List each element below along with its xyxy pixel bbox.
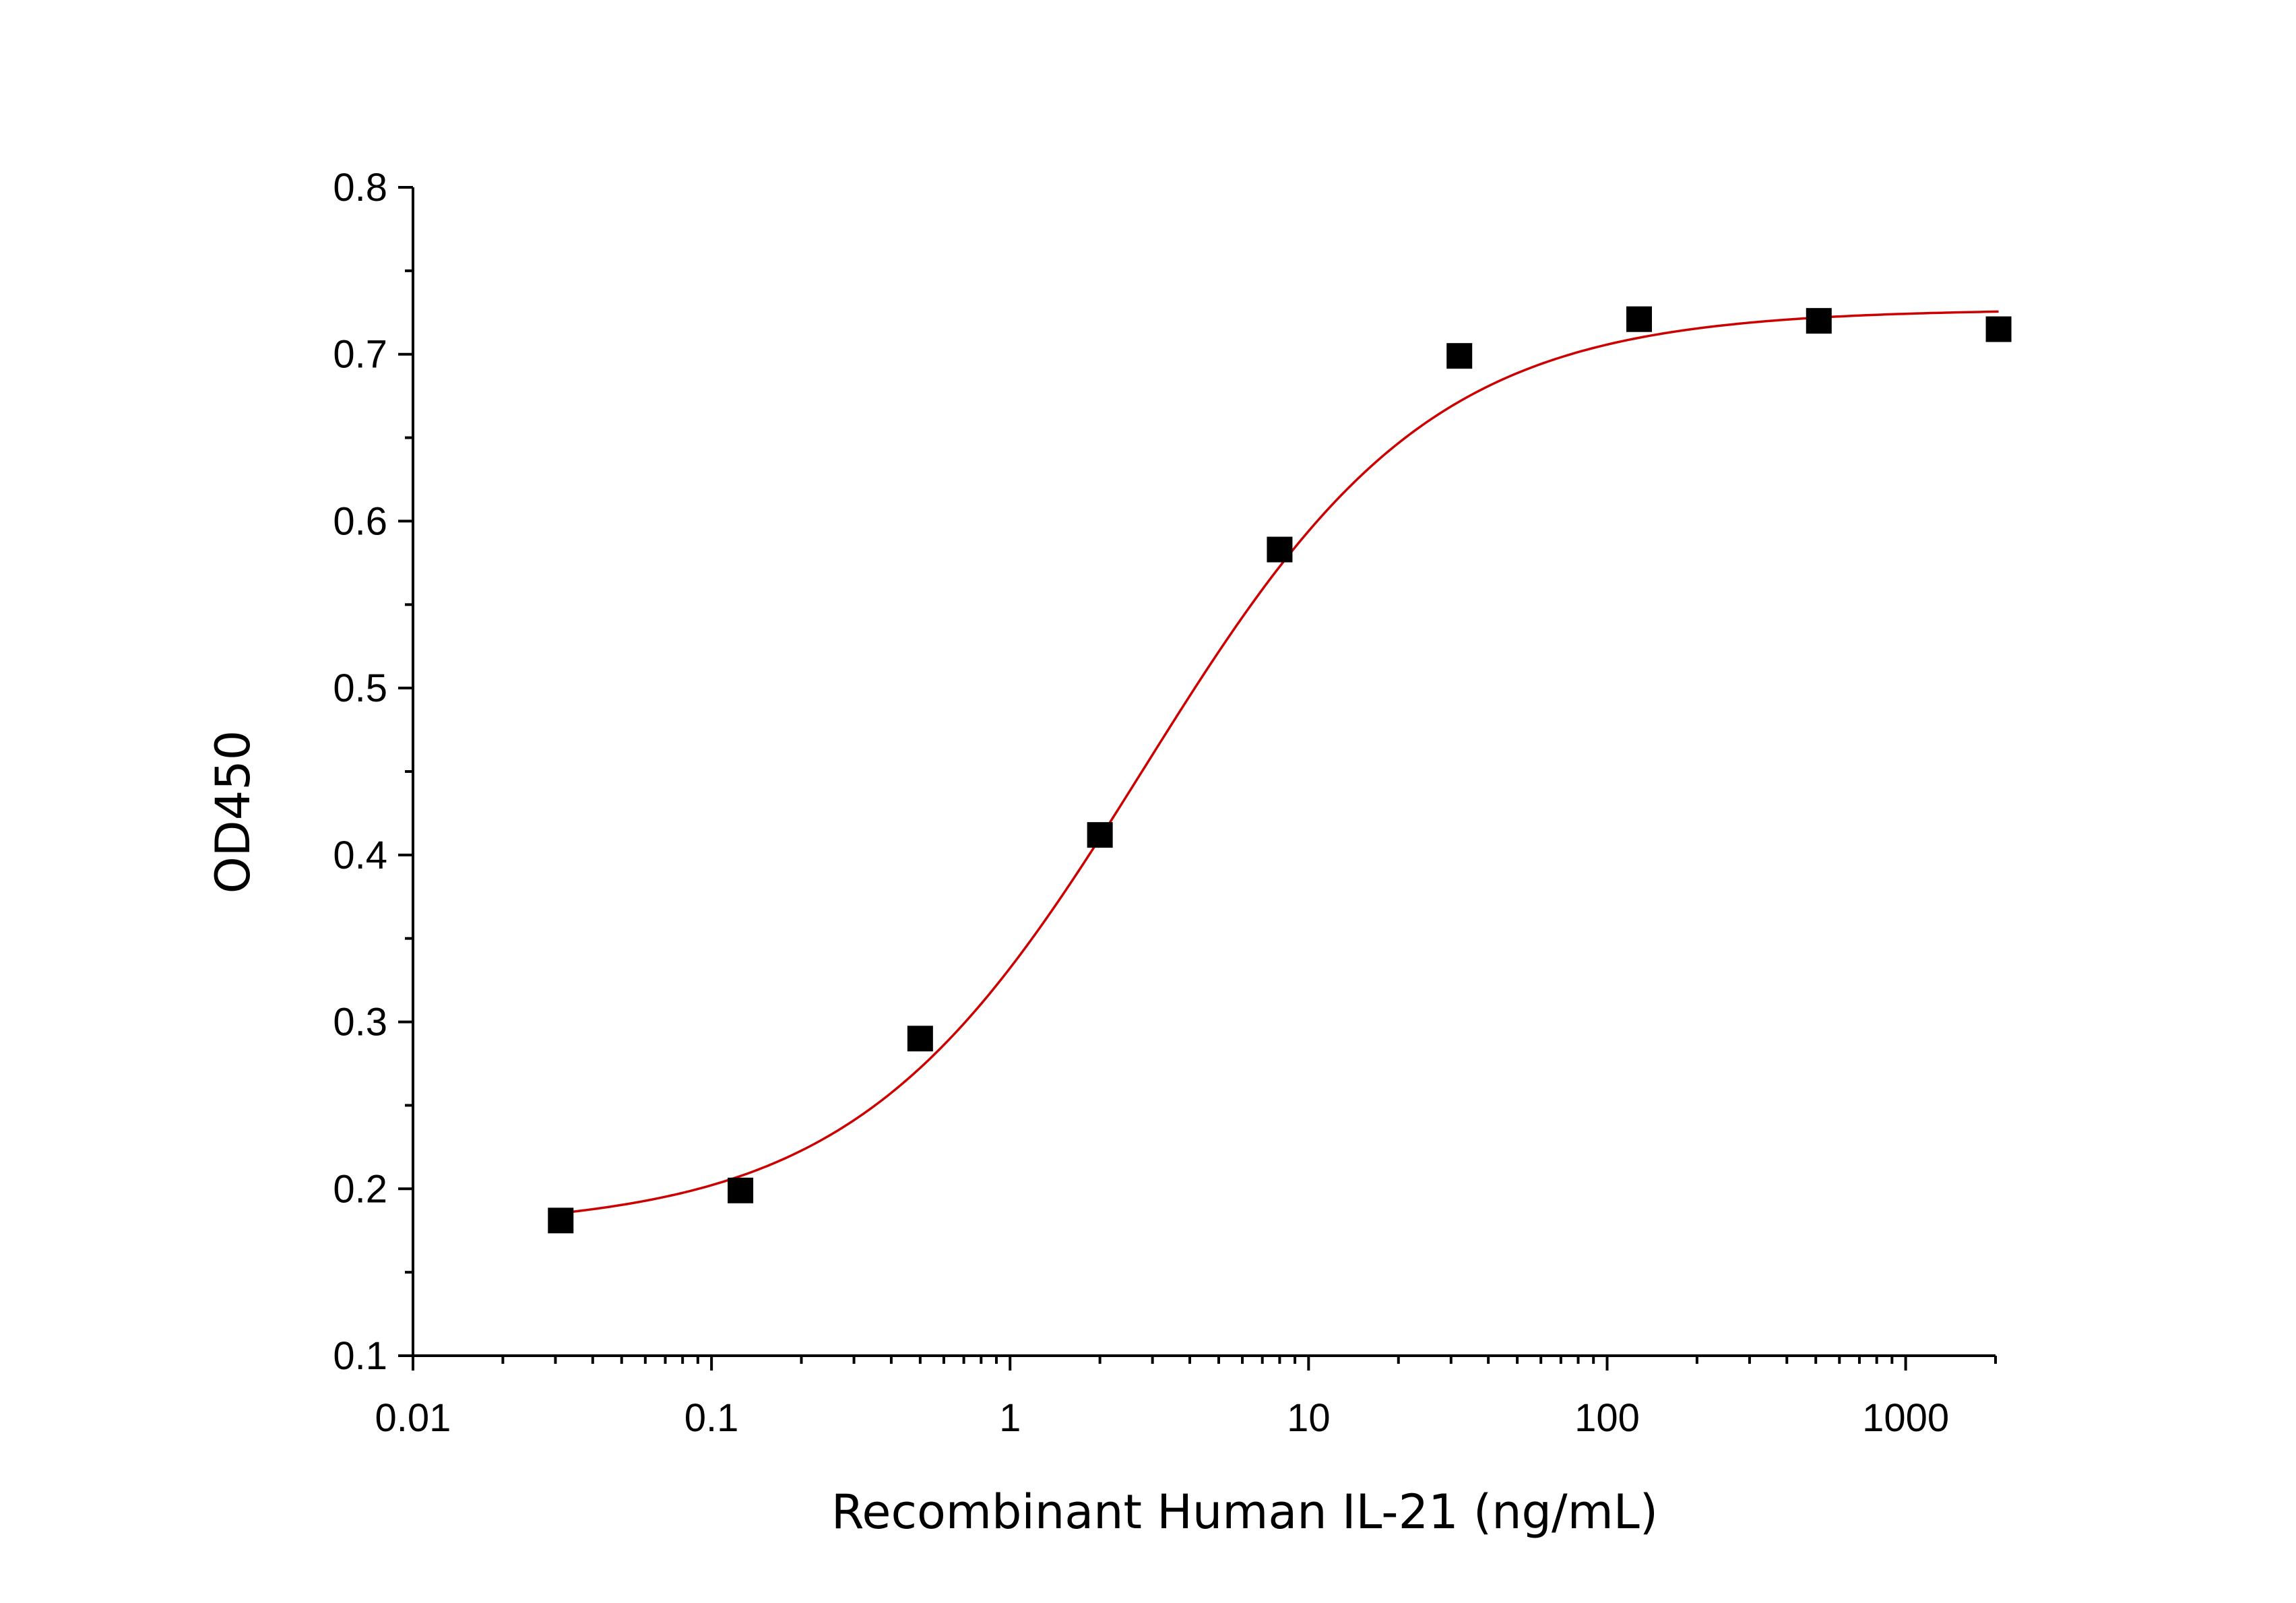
data-point xyxy=(1267,536,1293,563)
data-point xyxy=(907,1026,933,1052)
y-tick-label: 0.6 xyxy=(333,499,387,543)
fit-curve xyxy=(561,310,1999,1215)
data-point xyxy=(1985,316,2012,342)
y-tick-label: 0.2 xyxy=(333,1167,387,1211)
data-point xyxy=(548,1207,574,1234)
data-point xyxy=(1626,306,1652,332)
x-tick-label: 10 xyxy=(1287,1396,1331,1440)
x-tick-label: 1000 xyxy=(1862,1396,1949,1440)
y-tick-label: 0.1 xyxy=(333,1334,387,1378)
x-tick-label: 100 xyxy=(1574,1396,1640,1440)
y-tick-label: 0.5 xyxy=(333,666,387,710)
x-axis-title: Recombinant Human IL-21 (ng/mL) xyxy=(831,1484,1658,1540)
data-point xyxy=(1087,822,1113,848)
y-tick-label: 0.4 xyxy=(333,834,387,877)
y-axis-title: OD450 xyxy=(205,730,261,894)
x-tick-label: 0.01 xyxy=(375,1396,451,1440)
y-tick-label: 0.3 xyxy=(333,1001,387,1044)
y-tick-label: 0.7 xyxy=(333,333,387,377)
data-point xyxy=(728,1177,754,1203)
axes: 0.1 0.2 0.3 0.4 0.5 0.6 0.7 0.8 0.01 0.1 1 10 100 100… xyxy=(333,166,1997,1440)
x-tick-label: 1 xyxy=(999,1396,1021,1440)
data-point xyxy=(1446,343,1473,369)
data-point xyxy=(1806,308,1832,334)
x-tick-label: 0.1 xyxy=(684,1396,739,1440)
fit-curve-layer xyxy=(561,310,1999,1215)
y-tick-label: 0.8 xyxy=(333,166,387,210)
data-points-layer xyxy=(548,306,2012,1234)
